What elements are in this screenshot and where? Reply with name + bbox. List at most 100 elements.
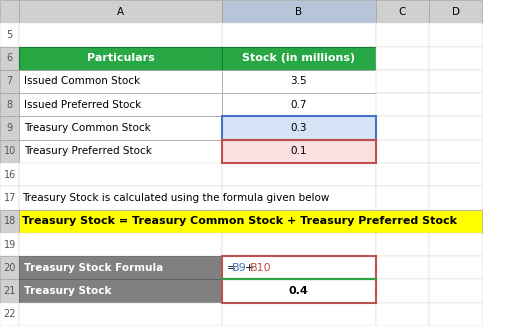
Text: A: A: [117, 7, 124, 17]
Text: 0.7: 0.7: [290, 100, 307, 110]
Text: +: +: [245, 263, 254, 273]
Text: Particulars: Particulars: [86, 53, 154, 63]
Text: 17: 17: [4, 193, 16, 203]
Bar: [19, 186, 222, 210]
Bar: [0, 233, 19, 256]
Bar: [429, 279, 482, 303]
Text: 9: 9: [6, 123, 13, 133]
Text: =: =: [227, 263, 236, 273]
Bar: [429, 256, 482, 279]
Text: Issued Preferred Stock: Issued Preferred Stock: [24, 100, 141, 110]
Text: Treasury Stock Formula: Treasury Stock Formula: [24, 263, 163, 273]
Text: 18: 18: [4, 216, 16, 226]
Bar: [222, 163, 376, 186]
Text: Treasury Stock = Treasury Common Stock + Treasury Preferred Stock: Treasury Stock = Treasury Common Stock +…: [22, 216, 457, 226]
Text: 8: 8: [6, 100, 13, 110]
Bar: [429, 23, 482, 47]
Bar: [0, 256, 19, 279]
Bar: [222, 116, 376, 140]
Bar: [19, 140, 222, 163]
Bar: [0, 47, 19, 70]
Bar: [222, 256, 376, 279]
Text: Issued Common Stock: Issued Common Stock: [24, 77, 140, 86]
Text: 0.3: 0.3: [290, 123, 307, 133]
Text: Treasury Stock: Treasury Stock: [24, 286, 112, 296]
Text: D: D: [452, 7, 460, 17]
Bar: [222, 140, 376, 163]
Bar: [19, 23, 222, 47]
Bar: [19, 233, 222, 256]
Bar: [222, 186, 376, 210]
Bar: [0, 279, 19, 303]
Bar: [0, 116, 19, 140]
Text: 3.5: 3.5: [290, 77, 307, 86]
Text: 20: 20: [4, 263, 16, 273]
Bar: [0, 93, 19, 116]
Bar: [376, 303, 429, 326]
Text: 7: 7: [6, 77, 13, 86]
Bar: [376, 256, 429, 279]
Bar: [222, 23, 376, 47]
Bar: [376, 279, 429, 303]
Text: Treasury Stock is calculated using the formula given below: Treasury Stock is calculated using the f…: [22, 193, 329, 203]
Bar: [222, 0, 376, 23]
Text: 6: 6: [6, 53, 13, 63]
Bar: [376, 93, 429, 116]
Text: 0.1: 0.1: [290, 146, 307, 156]
Bar: [19, 47, 222, 70]
Bar: [376, 23, 429, 47]
Text: B10: B10: [250, 263, 272, 273]
Text: B9: B9: [232, 263, 247, 273]
Bar: [222, 303, 376, 326]
Bar: [19, 163, 222, 186]
Bar: [222, 256, 376, 279]
Bar: [19, 256, 222, 279]
Bar: [376, 233, 429, 256]
Bar: [429, 186, 482, 210]
Text: 21: 21: [4, 286, 16, 296]
Bar: [222, 279, 376, 303]
Bar: [376, 70, 429, 93]
Bar: [376, 140, 429, 163]
Bar: [0, 140, 19, 163]
Text: B: B: [295, 7, 302, 17]
Bar: [429, 140, 482, 163]
Bar: [19, 303, 222, 326]
Bar: [222, 279, 376, 303]
Text: Treasury Preferred Stock: Treasury Preferred Stock: [24, 146, 152, 156]
Text: 22: 22: [3, 309, 16, 319]
Bar: [222, 116, 376, 140]
Bar: [376, 163, 429, 186]
Bar: [376, 186, 429, 210]
Bar: [429, 233, 482, 256]
Bar: [0, 210, 19, 233]
Bar: [376, 0, 429, 23]
Bar: [376, 47, 429, 70]
Bar: [222, 47, 376, 70]
Bar: [0, 23, 19, 47]
Bar: [0, 303, 19, 326]
Bar: [222, 70, 376, 93]
Bar: [429, 70, 482, 93]
Bar: [19, 210, 482, 233]
Bar: [19, 0, 222, 23]
Text: 5: 5: [6, 30, 13, 40]
Text: Stock (in millions): Stock (in millions): [242, 53, 355, 63]
Text: Treasury Common Stock: Treasury Common Stock: [24, 123, 151, 133]
Bar: [429, 163, 482, 186]
Bar: [0, 0, 19, 23]
Bar: [429, 0, 482, 23]
Bar: [376, 116, 429, 140]
Bar: [222, 93, 376, 116]
Text: 19: 19: [4, 240, 16, 249]
Bar: [19, 70, 222, 93]
Text: 10: 10: [4, 146, 16, 156]
Bar: [0, 186, 19, 210]
Bar: [429, 93, 482, 116]
Bar: [19, 279, 222, 303]
Bar: [429, 116, 482, 140]
Text: 16: 16: [4, 170, 16, 180]
Bar: [222, 233, 376, 256]
Bar: [429, 303, 482, 326]
Bar: [19, 116, 222, 140]
